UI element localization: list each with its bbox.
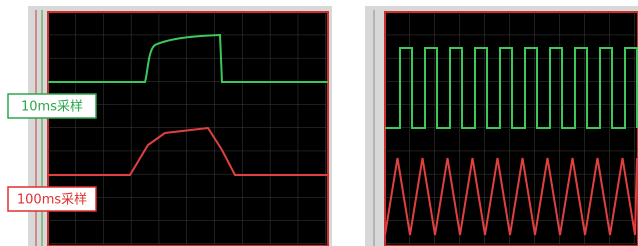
green-label: 10ms采样 <box>21 100 83 115</box>
page: {"labels": {"green": "10ms采样", "red": "1… <box>0 0 638 246</box>
figure: 10ms采样 100ms采样 <box>0 0 638 246</box>
red-label: 100ms采样 <box>17 193 87 208</box>
